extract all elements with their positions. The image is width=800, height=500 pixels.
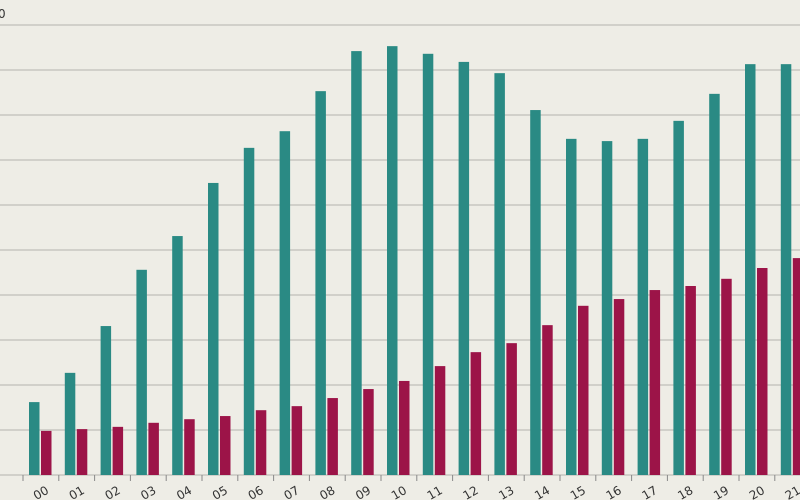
bar bbox=[64, 372, 76, 475]
bar bbox=[291, 406, 303, 475]
x-tick-label: 06 bbox=[246, 483, 266, 500]
x-tick-label: 15 bbox=[568, 483, 588, 500]
x-tick-label: 13 bbox=[496, 483, 516, 500]
bar bbox=[136, 269, 147, 475]
x-tick-label: 14 bbox=[532, 483, 552, 500]
bar bbox=[757, 268, 768, 475]
bar bbox=[673, 120, 684, 475]
y-tick-label: 0 bbox=[0, 7, 6, 21]
bar bbox=[315, 91, 326, 476]
x-tick-label: 11 bbox=[425, 483, 445, 500]
bar bbox=[530, 110, 541, 476]
x-tick-label: 01 bbox=[67, 483, 87, 500]
bar bbox=[112, 426, 124, 475]
bar bbox=[601, 141, 613, 475]
bar bbox=[637, 138, 649, 475]
bar bbox=[363, 389, 374, 475]
bar bbox=[172, 236, 183, 475]
x-tick-label: 00 bbox=[31, 483, 51, 500]
x-tick-label: 17 bbox=[639, 483, 659, 500]
bar bbox=[566, 138, 577, 475]
x-tick-label: 16 bbox=[604, 483, 624, 500]
x-tick-label: 21 bbox=[783, 483, 800, 500]
bar bbox=[649, 290, 661, 475]
bar bbox=[422, 53, 434, 476]
x-tick-label: 04 bbox=[174, 483, 194, 500]
bar bbox=[399, 380, 410, 475]
x-tick-label: 20 bbox=[747, 483, 767, 500]
bar bbox=[613, 299, 625, 475]
bar bbox=[494, 73, 505, 476]
bar bbox=[351, 51, 362, 475]
bar bbox=[745, 64, 756, 476]
bar bbox=[255, 410, 267, 475]
bar bbox=[434, 366, 446, 475]
bar bbox=[41, 430, 52, 475]
bar bbox=[208, 182, 219, 475]
bar bbox=[709, 93, 720, 475]
bar bbox=[243, 147, 255, 475]
bar bbox=[387, 46, 398, 476]
bar bbox=[578, 305, 589, 475]
bar bbox=[184, 419, 195, 475]
bar bbox=[542, 325, 553, 475]
bar bbox=[685, 286, 696, 475]
bar bbox=[327, 398, 338, 475]
x-tick-label: 09 bbox=[353, 483, 373, 500]
bar bbox=[780, 64, 792, 476]
bar bbox=[148, 422, 159, 475]
x-tick-label: 05 bbox=[210, 483, 230, 500]
bar bbox=[721, 278, 732, 475]
bar bbox=[76, 429, 88, 475]
bar bbox=[506, 343, 517, 475]
x-tick-label: 08 bbox=[317, 483, 337, 500]
bar bbox=[792, 258, 800, 475]
bar bbox=[470, 352, 482, 475]
x-tick-label: 18 bbox=[675, 483, 695, 500]
bar bbox=[220, 416, 231, 475]
x-tick-label: 03 bbox=[138, 483, 158, 500]
x-tick-label: 02 bbox=[102, 483, 122, 500]
x-tick-label: 10 bbox=[389, 483, 409, 500]
bar bbox=[100, 326, 112, 475]
x-tick-label: 19 bbox=[711, 483, 731, 500]
x-tick-label: 07 bbox=[281, 483, 301, 500]
bar bbox=[29, 402, 40, 475]
bar bbox=[458, 61, 470, 476]
bar bbox=[279, 131, 291, 475]
x-tick-label: 12 bbox=[460, 483, 480, 500]
